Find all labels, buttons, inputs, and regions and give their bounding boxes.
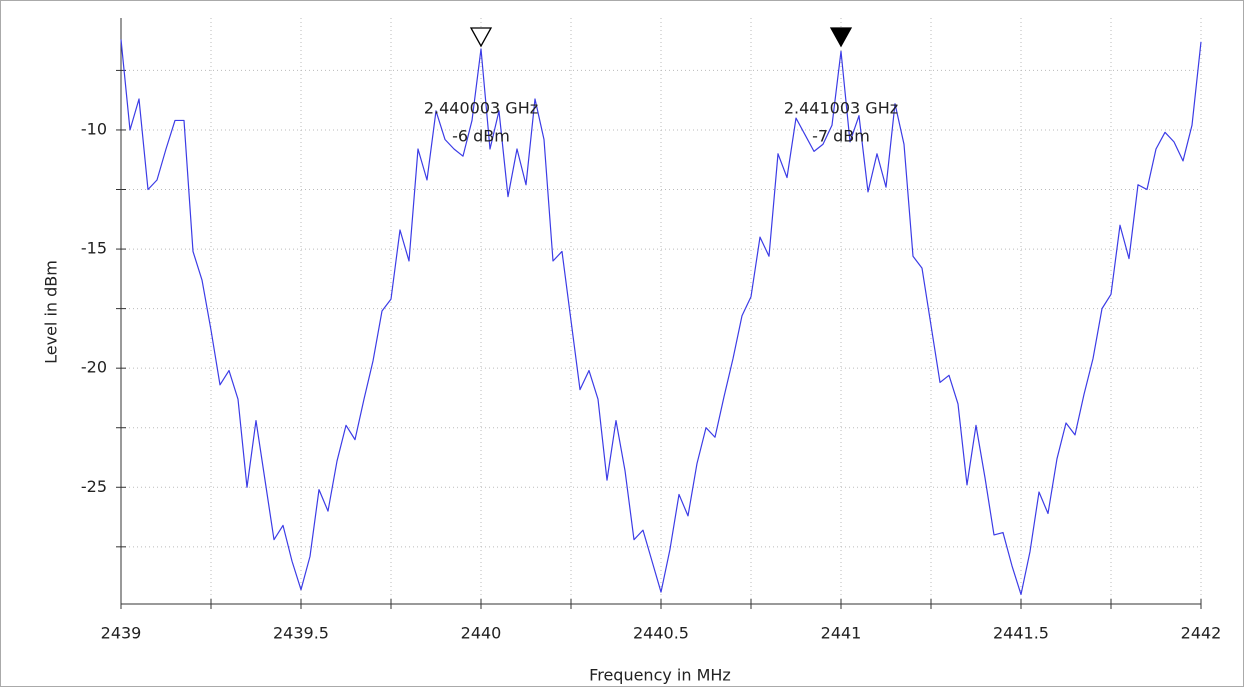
marker-level: -6 dBm xyxy=(452,127,510,146)
spectrum-line xyxy=(120,39,1202,596)
x-tick-label: 2442 xyxy=(1181,624,1222,643)
marker-frequency: 2.441003 GHz xyxy=(784,99,898,118)
x-tick-label: 2439.5 xyxy=(273,624,329,643)
x-tick-label: 2441 xyxy=(821,624,862,643)
x-tick-label: 2439 xyxy=(101,624,142,643)
marker-frequency: 2.440003 GHz xyxy=(424,99,538,118)
marker-level: -7 dBm xyxy=(812,127,870,146)
y-axis-label: Level in dBm xyxy=(42,260,61,364)
marker-triangle xyxy=(829,27,853,48)
x-tick-label: 2440 xyxy=(461,624,502,643)
x-tick-label: 2440.5 xyxy=(633,624,689,643)
marker-triangle xyxy=(469,27,493,48)
y-tick-label: -15 xyxy=(81,239,107,258)
y-tick-label: -20 xyxy=(81,358,107,377)
x-tick-label: 2441.5 xyxy=(993,624,1049,643)
y-tick-label: -10 xyxy=(81,119,107,138)
x-axis-label: Frequency in MHz xyxy=(589,666,731,685)
y-tick-label: -25 xyxy=(81,477,107,496)
